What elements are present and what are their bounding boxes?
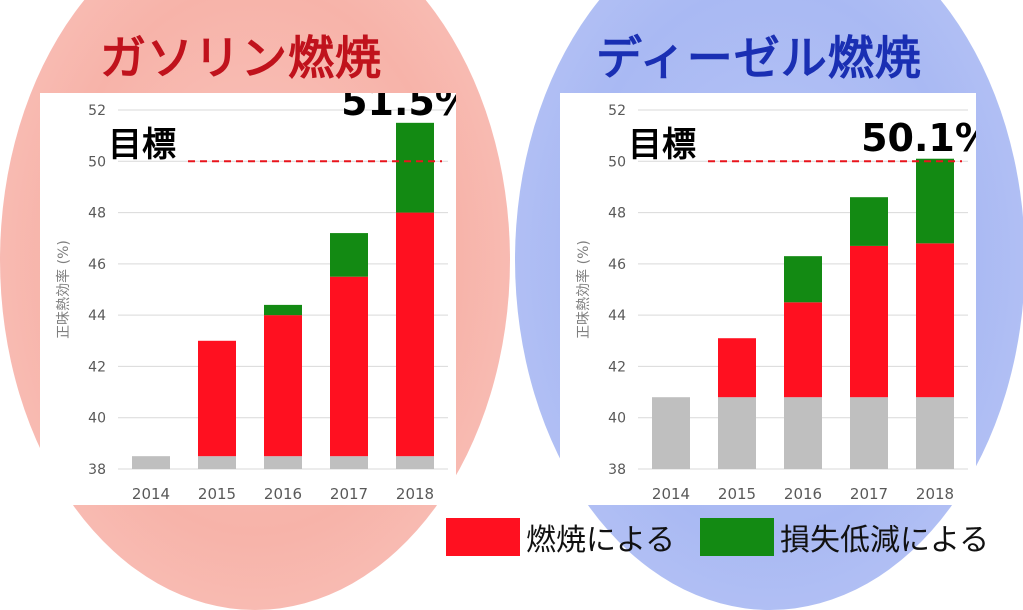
bar-loss-reduction-2016 (784, 256, 822, 303)
bar-loss-reduction-2018 (916, 158, 954, 244)
bar-loss-reduction-2017 (850, 197, 888, 246)
bar-base-2014 (132, 456, 170, 469)
y-tick-label: 42 (608, 359, 626, 375)
y-tick-label: 48 (88, 206, 106, 222)
bar-combustion-2018 (396, 212, 434, 457)
peak-value-annotation: 51.5% (341, 93, 456, 124)
x-tick-label: 2014 (132, 485, 170, 503)
x-tick-label: 2015 (198, 485, 236, 503)
legend-swatch-combustion (446, 518, 520, 556)
legend-item-loss-reduction: 損失低減による (700, 517, 990, 558)
y-tick-label: 40 (88, 411, 106, 427)
legend-label-combustion: 燃焼による (526, 523, 676, 558)
y-tick-label: 52 (88, 103, 106, 119)
legend-label-loss-reduction: 損失低減による (780, 523, 990, 558)
x-tick-label: 2017 (850, 485, 888, 503)
bar-loss-reduction-2017 (330, 233, 368, 277)
bar-combustion-2018 (916, 243, 954, 398)
bar-combustion-2015 (198, 340, 236, 457)
legend-swatch-loss-reduction (700, 518, 774, 556)
legend-item-combustion: 燃焼による (446, 517, 676, 558)
y-tick-label: 50 (88, 154, 106, 170)
y-tick-label: 48 (608, 206, 626, 222)
bar-base-2018 (916, 397, 954, 469)
x-tick-label: 2015 (718, 485, 756, 503)
x-tick-label: 2016 (784, 485, 822, 503)
bar-base-2018 (396, 456, 434, 469)
bar-base-2015 (198, 456, 236, 469)
x-tick-label: 2018 (916, 485, 954, 503)
x-tick-label: 2017 (330, 485, 368, 503)
bar-loss-reduction-2016 (264, 304, 302, 316)
diesel-efficiency-chart: 38 40 42 44 46 48 50 52 正味熱効率 (%) 2014 2015 2016 201… (575, 103, 976, 503)
bar-combustion-2016 (784, 302, 822, 398)
y-tick-label: 40 (608, 411, 626, 427)
bar-base-2017 (330, 456, 368, 469)
target-label: 目標 (628, 125, 696, 165)
x-tick-label: 2016 (264, 485, 302, 503)
bar-loss-reduction-2018 (396, 122, 434, 213)
y-tick-label: 52 (608, 103, 626, 119)
y-tick-label: 38 (608, 462, 626, 478)
diesel-combustion-heading: ディーゼル燃焼 (596, 31, 922, 85)
bar-combustion-2015 (718, 338, 756, 398)
bar-base-2014 (652, 397, 690, 469)
peak-value-annotation: 50.1% (861, 116, 976, 160)
y-tick-label: 46 (88, 257, 106, 273)
y-tick-label: 38 (88, 462, 106, 478)
gasoline-chart-panel: 38 40 42 44 46 48 50 52 正味熱効率 (%) 2014 2015 2016 201… (40, 93, 456, 505)
y-tick-label: 44 (88, 308, 106, 324)
y-tick-label: 42 (88, 359, 106, 375)
x-tick-label: 2014 (652, 485, 690, 503)
y-axis-label: 正味熱効率 (%) (55, 240, 72, 339)
bar-combustion-2017 (330, 276, 368, 457)
bar-combustion-2016 (264, 315, 302, 457)
target-label: 目標 (108, 125, 176, 165)
bar-base-2016 (264, 456, 302, 469)
bar-base-2017 (850, 397, 888, 469)
bar-combustion-2017 (850, 245, 888, 398)
y-axis-label: 正味熱効率 (%) (575, 240, 592, 339)
x-tick-label: 2018 (396, 485, 434, 503)
bar-base-2016 (784, 397, 822, 469)
bar-base-2015 (718, 397, 756, 469)
y-tick-label: 46 (608, 257, 626, 273)
diesel-chart-panel: 38 40 42 44 46 48 50 52 正味熱効率 (%) 2014 2015 2016 201… (560, 93, 976, 505)
gasoline-efficiency-chart: 38 40 42 44 46 48 50 52 正味熱効率 (%) 2014 2015 2016 201… (55, 93, 456, 503)
y-tick-label: 50 (608, 154, 626, 170)
y-tick-label: 44 (608, 308, 626, 324)
gasoline-combustion-heading: ガソリン燃焼 (100, 31, 382, 85)
